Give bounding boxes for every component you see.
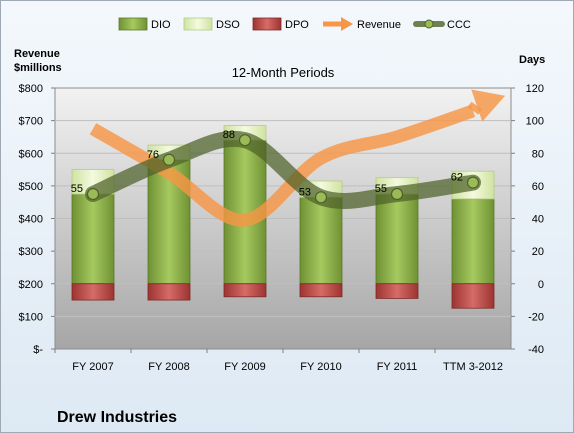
left-tick-label: $500: [19, 181, 43, 193]
legend-arrowhead-revenue: [341, 17, 353, 31]
legend-label-dio: DIO: [151, 19, 171, 31]
revenue-arrow-shaft: [467, 101, 483, 115]
bar-dpo: [71, 283, 115, 301]
bar-dpo: [147, 283, 191, 301]
legend-swatch-dio: [118, 17, 148, 31]
legend-marker-ccc: [424, 19, 434, 29]
left-tick-label: $700: [19, 116, 43, 128]
legend-label-dso: DSO: [216, 19, 240, 31]
ccc-data-label: 55: [375, 183, 387, 195]
legend-swatch-dpo: [252, 17, 282, 31]
ccc-marker: [314, 191, 328, 204]
revenue-arrowhead: [471, 89, 506, 122]
bar-dpo: [223, 283, 267, 298]
company-name: Drew Industries: [57, 409, 177, 426]
x-tick-label: FY 2011: [377, 361, 418, 373]
x-tick-label: FY 2009: [224, 361, 265, 373]
left-axis-title-line2: $millions: [14, 62, 62, 74]
left-tick-label: $800: [19, 83, 43, 95]
left-tick-label: $600: [19, 148, 43, 160]
legend-label-ccc: CCC: [447, 19, 471, 31]
legend-label-revenue: Revenue: [357, 19, 401, 31]
right-tick-label: -20: [528, 311, 544, 323]
right-axis-title: Days: [519, 54, 545, 66]
bar-dio: [451, 198, 495, 285]
legend-swatch-dso: [183, 17, 213, 31]
x-tick-label: FY 2010: [300, 361, 341, 373]
right-tick-label: 20: [532, 246, 544, 258]
bar-dpo: [451, 283, 495, 309]
bar-dio: [375, 193, 419, 285]
bar-dio: [71, 193, 115, 285]
left-tick-label: $100: [19, 311, 43, 323]
bar-dpo: [299, 283, 343, 298]
left-tick-label: $-: [33, 344, 43, 356]
ccc-data-label: 55: [71, 183, 83, 195]
ccc-marker: [86, 187, 100, 201]
bar-dio: [299, 196, 343, 285]
ccc-data-label: 88: [223, 129, 235, 141]
ccc-data-label: 53: [299, 186, 311, 198]
right-tick-label: 60: [532, 181, 544, 193]
left-axis-title-line1: Revenue: [14, 48, 60, 60]
right-tick-label: 40: [532, 214, 544, 226]
x-tick-label: TTM 3-2012: [443, 361, 503, 373]
bar-dpo: [375, 283, 419, 299]
right-tick-label: -40: [528, 344, 544, 356]
right-tick-label: 80: [532, 148, 544, 160]
left-tick-label: $300: [19, 246, 43, 258]
right-tick-label: 100: [526, 116, 544, 128]
ccc-data-label: 76: [147, 149, 159, 161]
x-tick-label: FY 2008: [148, 361, 189, 373]
left-tick-label: $200: [19, 279, 43, 291]
chart-title: 12-Month Periods: [232, 65, 335, 80]
ccc-marker: [390, 187, 404, 201]
legend-label-dpo: DPO: [285, 19, 309, 31]
right-tick-label: 120: [526, 83, 544, 95]
right-tick-label: 0: [538, 279, 544, 291]
ccc-marker: [466, 176, 480, 189]
x-tick-label: FY 2007: [72, 361, 113, 373]
ccc-marker: [162, 153, 176, 166]
left-tick-label: $400: [19, 214, 43, 226]
ccc-marker: [238, 134, 252, 147]
ccc-data-label: 62: [451, 172, 463, 184]
